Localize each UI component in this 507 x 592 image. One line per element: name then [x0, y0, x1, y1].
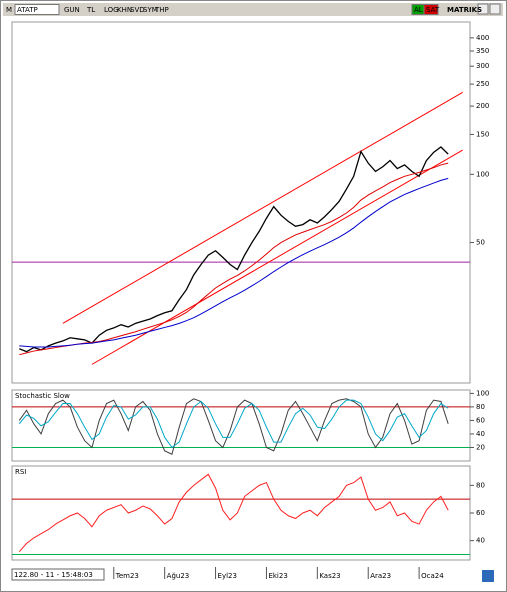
x-tick-label: Kas23: [319, 572, 340, 580]
panel-frame: [11, 21, 471, 384]
plot-area: [12, 398, 470, 455]
series-line: [19, 162, 449, 356]
window-button[interactable]: [477, 3, 489, 15]
y-tick-label: 100: [476, 170, 489, 178]
channel-line: [62, 91, 463, 324]
series-line: [19, 177, 449, 348]
y-tick-label: 250: [476, 80, 489, 88]
plot-area: [12, 473, 470, 555]
y-tick-label: 60: [476, 509, 485, 517]
toolbar-item[interactable]: TL: [86, 6, 95, 14]
date-axis: [3, 563, 503, 583]
y-tick-label: 20: [476, 443, 485, 451]
series-line: [18, 399, 449, 449]
panel-title: Stochastic Slow: [15, 392, 70, 400]
series-line: [18, 473, 449, 553]
toolbar-item[interactable]: LOG: [104, 6, 119, 14]
toolbar: [3, 3, 503, 16]
x-tick-label: Ara23: [370, 572, 391, 580]
x-tick-label: Ağu23: [167, 572, 190, 580]
panel-title: RSI: [15, 468, 26, 476]
panel-frame: [11, 465, 471, 561]
y-tick-label: 40: [476, 430, 485, 438]
toolbar-item[interactable]: MATRIKS: [447, 6, 482, 14]
toolbar-item[interactable]: AL: [414, 6, 423, 14]
status-box: [11, 568, 105, 581]
toolbar-item[interactable]: M: [6, 6, 12, 14]
toolbar-item[interactable]: ATATP: [17, 6, 38, 14]
y-tick-label: 40: [476, 537, 485, 545]
toolbar-item[interactable]: GUN: [64, 6, 80, 14]
x-tick-label: Oca24: [421, 572, 444, 580]
y-tick-label: 80: [476, 481, 485, 489]
channel-line: [91, 149, 463, 365]
toolbar-item[interactable]: SAT: [426, 6, 440, 14]
x-tick-label: Eyl23: [218, 572, 237, 580]
y-tick-label: 50: [476, 239, 485, 247]
toolbar-item[interactable]: THP: [154, 6, 169, 14]
y-tick-label: 150: [476, 130, 489, 138]
y-tick-label: 60: [476, 416, 485, 424]
plot-area: [12, 91, 470, 365]
x-tick-label: Tem23: [115, 572, 139, 580]
toolbar-item[interactable]: SVD: [130, 6, 145, 14]
window-button[interactable]: [489, 3, 501, 15]
status-text: 122.80 - 11 - 15:48:03: [14, 571, 93, 579]
app-icon: [482, 570, 494, 582]
series-line: [18, 398, 449, 455]
panel-frame: [11, 389, 471, 462]
toolbar-item[interactable]: SYM: [143, 6, 158, 14]
x-tick-label: Eki23: [268, 572, 287, 580]
toolbar-box[interactable]: [14, 4, 60, 15]
y-tick-label: 350: [476, 47, 489, 55]
y-tick-label: 80: [476, 403, 485, 411]
y-tick-label: 400: [476, 34, 489, 42]
toolbar-item[interactable]: KHN: [117, 6, 132, 14]
y-tick-label: 100: [476, 389, 489, 397]
toolbar-box[interactable]: [423, 4, 439, 15]
y-tick-label: 200: [476, 102, 489, 110]
y-tick-label: 300: [476, 62, 489, 70]
